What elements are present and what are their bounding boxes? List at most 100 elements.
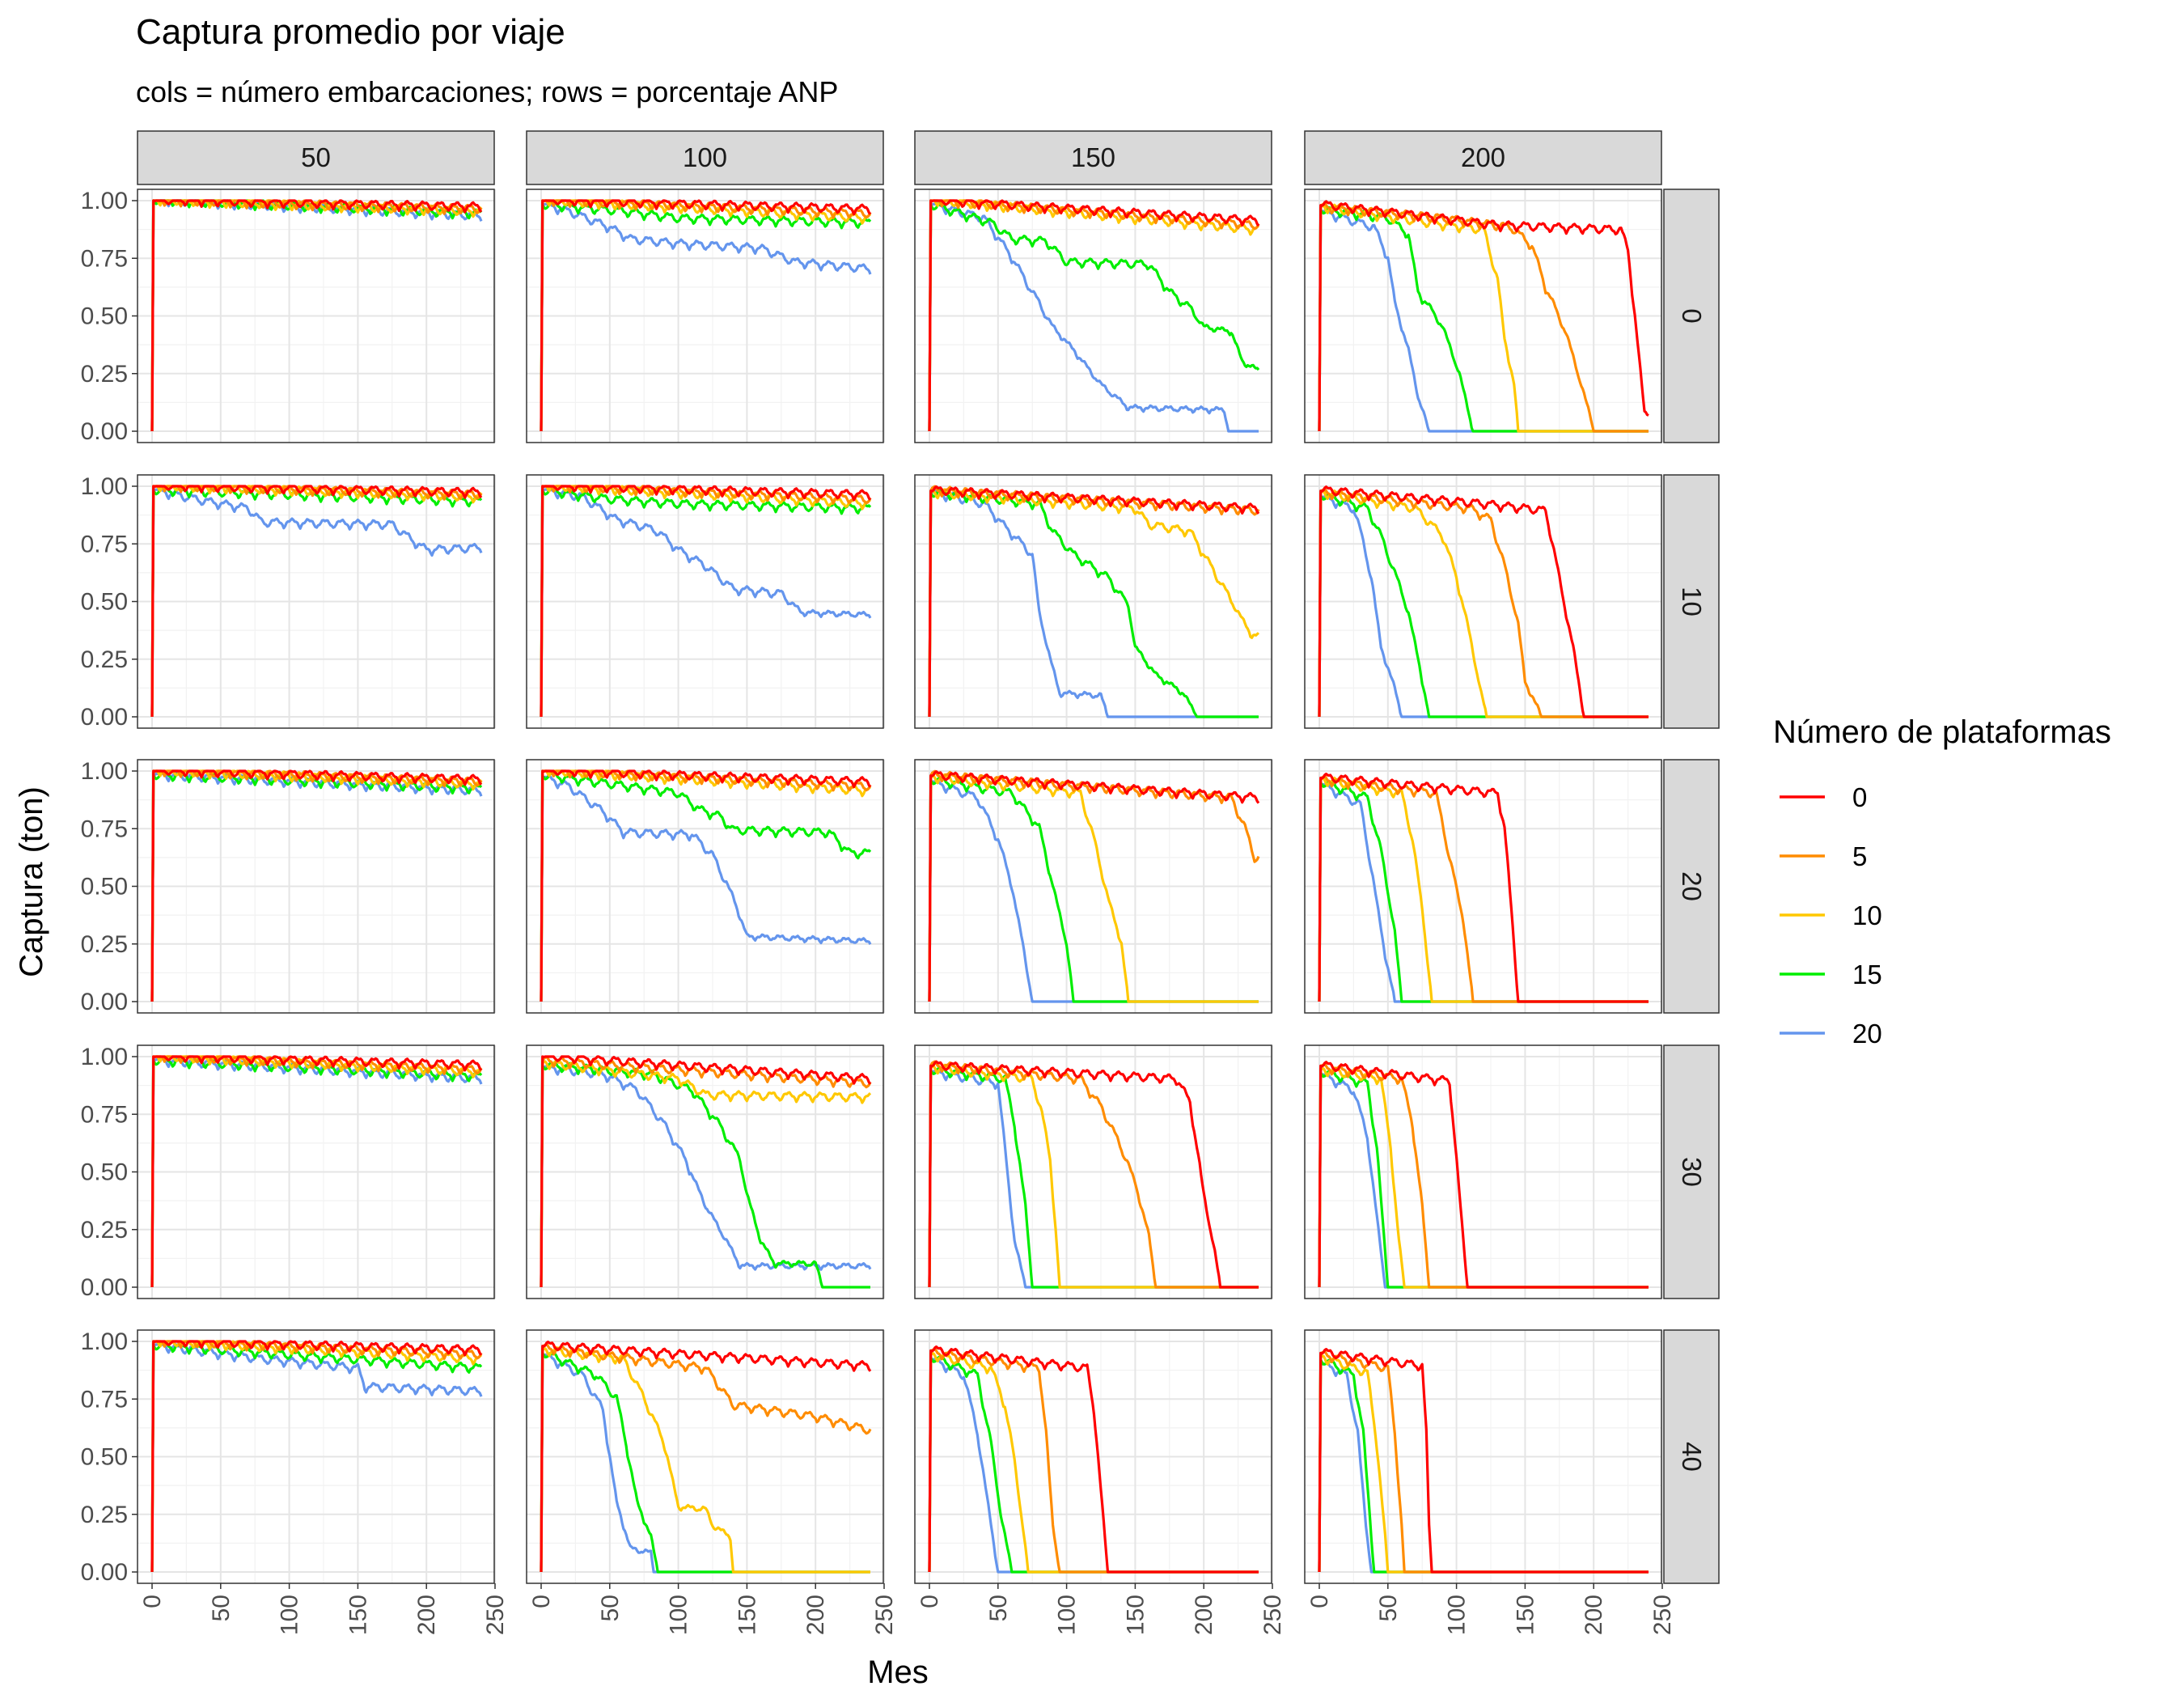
row-strip-30 [1663,1044,1720,1299]
panel-border [526,1329,884,1584]
panel-row10-col50: 0.00 0.25 0.50 0.75 1.00 [81,473,496,731]
series-line-20 [150,769,483,1002]
panel-border [526,759,884,1014]
y-tick-label: 0.25 [81,1502,128,1528]
series-line-20 [540,201,872,432]
x-tick-label: 200 [802,1595,829,1635]
panel-row10-col200 [1304,474,1663,729]
legend: Número de plataformas 0 5 10 15 20 [1773,714,2111,1049]
panel-border [526,1044,884,1299]
series-line-20 [540,773,872,1002]
series-line-0 [540,769,872,1002]
y-tick-label: 0.50 [81,874,128,900]
x-tick-label: 250 [871,1595,898,1635]
series-line-0 [150,485,483,718]
panel-row0-col50: 0.00 0.25 0.50 0.75 1.00 [81,188,496,445]
y-tick-label: 0.25 [81,646,128,673]
panel-row0-col200 [1304,189,1663,443]
y-tick-label: 0.00 [81,1274,128,1301]
x-tick-label: 250 [1649,1595,1676,1635]
row-strip-label-0: 0 [1677,308,1707,323]
y-axis-title: Captura (ton) [14,786,49,977]
y-tick-label: 0.75 [81,245,128,272]
legend-label-10: 10 [1852,900,1882,930]
series-line-15 [540,771,872,1002]
x-tick-label: 200 [1191,1595,1217,1635]
series-line-15 [540,200,872,432]
col-strip-150 [914,130,1272,185]
series-line-0 [1318,1348,1649,1574]
y-tick-label: 0.75 [81,531,128,557]
series-line-0 [1318,485,1649,718]
x-tick-label: 50 [1375,1595,1402,1621]
row-strip-10 [1663,474,1720,729]
panel-row10-col100 [526,474,885,729]
y-tick-label: 0.00 [81,418,128,445]
row-strip-label-30: 30 [1677,1157,1707,1187]
x-tick-label: 150 [1512,1595,1539,1635]
y-tick-label: 1.00 [81,1044,128,1070]
legend-label-20: 20 [1852,1019,1882,1049]
panel-border [914,189,1272,443]
col-strip-200 [1304,130,1662,185]
panel-border [914,1329,1272,1584]
panel-border [914,759,1272,1014]
series-line-0 [1318,200,1649,432]
col-strip-label-50: 50 [301,142,331,172]
chart-subtitle: cols = número embarcaciones; rows = porc… [136,75,838,108]
row-strip-20 [1663,759,1720,1014]
series-line-20 [150,485,483,718]
panel-row40-col200: 0 50 100 150 200 250 [1304,1329,1676,1635]
series-line-0 [540,485,872,718]
y-tick-label: 0.00 [81,704,128,731]
y-tick-label: 0.25 [81,931,128,958]
series-line-0 [150,199,483,432]
panel-border [526,474,884,729]
legend-label-15: 15 [1852,960,1882,989]
row-strip-label-20: 20 [1677,871,1707,901]
panel-row30-col50: 0.00 0.25 0.50 0.75 1.00 [81,1044,496,1301]
panel-border [914,1044,1272,1299]
x-tick-label: 0 [528,1595,555,1608]
row-strip-label-40: 40 [1677,1442,1707,1472]
series-line-0 [540,199,872,432]
y-tick-label: 0.75 [81,816,128,842]
series-line-0 [150,1055,483,1288]
x-tick-label: 50 [985,1595,1012,1621]
series-line-15 [928,488,1259,718]
series-line-10 [540,1059,872,1288]
x-tick-label: 100 [1054,1595,1081,1635]
col-strip-50 [137,130,495,185]
panel-row40-col100: 0 50 100 150 200 250 [526,1329,898,1635]
series-line-0 [928,770,1260,1002]
panel-row0-col100 [526,189,885,443]
row-strip-40 [1663,1329,1720,1584]
series-line-5 [540,1342,872,1573]
x-tick-label: 150 [1122,1595,1149,1635]
panel-row30-col200 [1304,1044,1663,1299]
panel-row20-col100 [526,759,885,1014]
x-tick-label: 200 [1581,1595,1607,1635]
y-tick-label: 0.00 [81,1559,128,1586]
series-line-20 [540,485,872,718]
series-line-0 [150,1340,483,1573]
panel-border [1304,759,1662,1014]
legend-title: Número de plataformas [1773,714,2111,750]
panel-border [914,474,1272,729]
x-tick-label: 250 [1259,1595,1286,1635]
y-tick-label: 1.00 [81,758,128,785]
row-strip-label-10: 10 [1677,587,1707,616]
series-line-0 [928,199,1260,432]
x-tick-label: 0 [1306,1595,1333,1608]
panel-row20-col50: 0.00 0.25 0.50 0.75 1.00 [81,758,496,1015]
series-line-20 [150,1055,483,1288]
y-tick-label: 0.50 [81,589,128,616]
y-tick-label: 0.50 [81,303,128,330]
chart-title: Captura promedio por viaje [136,12,565,52]
panel-border [1304,474,1662,729]
series-line-15 [540,486,872,718]
x-tick-label: 50 [597,1595,624,1621]
panel-row30-col150 [914,1044,1273,1299]
col-strip-label-150: 150 [1071,142,1115,172]
series-line-0 [1318,1061,1649,1289]
